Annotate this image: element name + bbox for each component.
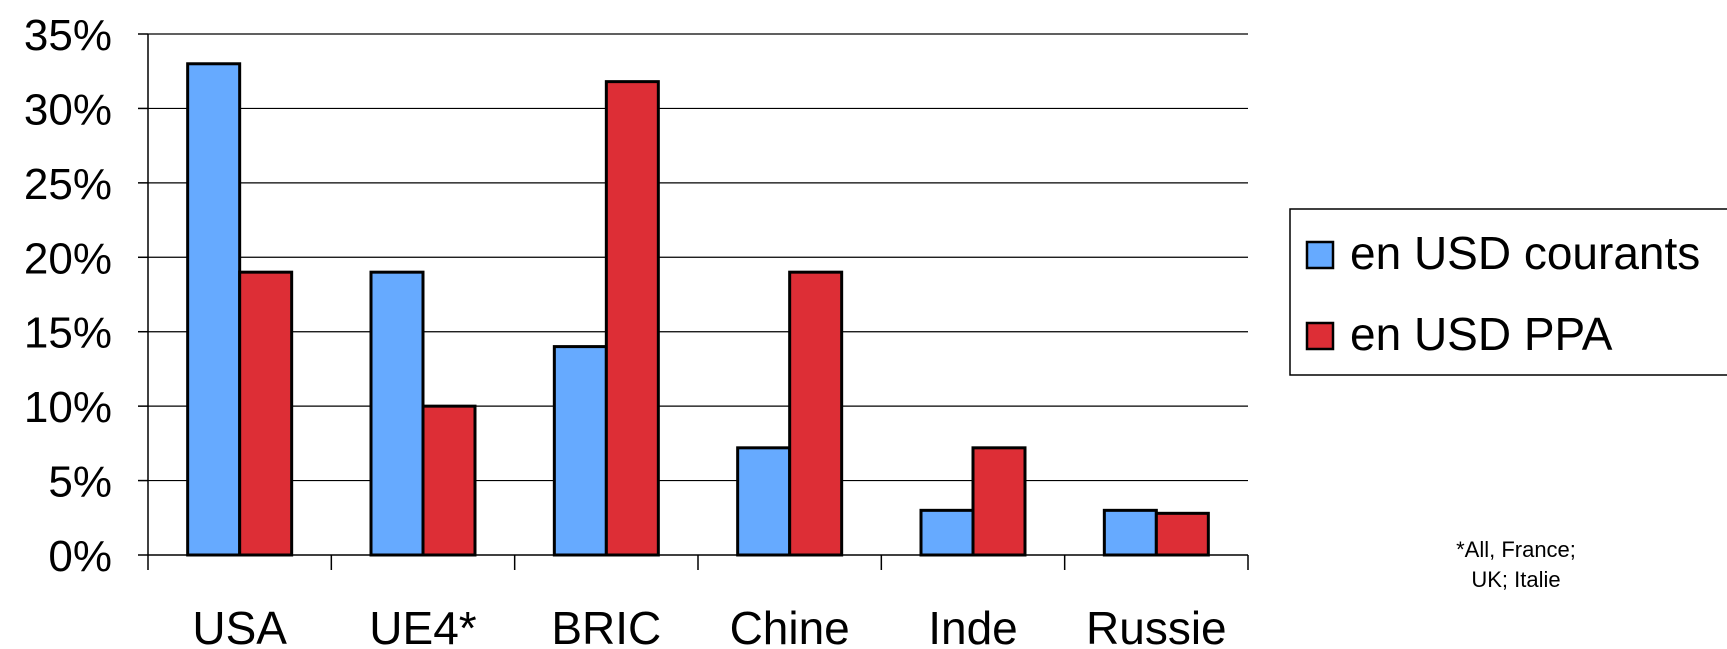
y-tick-label: 15% bbox=[24, 309, 112, 358]
y-tick-label: 30% bbox=[24, 85, 112, 134]
bar-russie-en-usd-courants bbox=[1102, 508, 1158, 557]
bar-inde-en-usd-courants bbox=[919, 508, 975, 557]
bar-chine-en-usd-ppa bbox=[788, 270, 844, 557]
gridlines bbox=[148, 33, 1248, 482]
bar-bric-en-usd-ppa bbox=[604, 80, 660, 557]
legend: en USD courants en USD PPA bbox=[1289, 208, 1727, 376]
x-category-label: Inde bbox=[928, 602, 1018, 649]
x-category-label: USA bbox=[192, 602, 287, 649]
bar-usa-en-usd-courants bbox=[186, 62, 242, 557]
x-category-label: UE4* bbox=[369, 602, 476, 649]
y-tick-label: 0% bbox=[48, 532, 112, 581]
legend-swatch-usd-courants bbox=[1305, 240, 1335, 270]
bar-russie-en-usd-ppa bbox=[1154, 511, 1210, 557]
x-category-label: Russie bbox=[1086, 602, 1227, 649]
x-category-label: BRIC bbox=[551, 602, 661, 649]
y-tick-label: 25% bbox=[24, 160, 112, 209]
bar-usa-en-usd-ppa bbox=[238, 270, 294, 557]
footnote-line-1: *All, France; bbox=[1456, 537, 1576, 562]
footnote-line-2: UK; Italie bbox=[1471, 567, 1560, 592]
axes bbox=[147, 34, 1249, 570]
y-axis-tick-labels: 0% 5% 10% 15% 20% 25% 30% 35% bbox=[24, 11, 148, 581]
bar-chine-en-usd-courants bbox=[736, 446, 792, 557]
legend-box bbox=[1289, 208, 1727, 376]
x-category-label: Chine bbox=[730, 602, 850, 649]
legend-label-usd-ppa: en USD PPA bbox=[1350, 308, 1613, 360]
bar-ue4-en-usd-courants bbox=[369, 270, 425, 557]
legend-swatch-usd-ppa bbox=[1305, 321, 1335, 351]
y-tick-label: 5% bbox=[48, 458, 112, 507]
bar-ue4-en-usd-ppa bbox=[421, 404, 477, 557]
x-axis-category-labels: USA UE4* BRIC Chine Inde Russie bbox=[192, 602, 1226, 649]
bar-bric-en-usd-courants bbox=[552, 345, 608, 557]
y-tick-label: 35% bbox=[24, 11, 112, 60]
footnote: *All, France; UK; Italie bbox=[1456, 537, 1576, 592]
bars bbox=[186, 62, 1210, 557]
y-tick-label: 20% bbox=[24, 234, 112, 283]
legend-label-usd-courants: en USD courants bbox=[1350, 227, 1700, 279]
y-tick-label: 10% bbox=[24, 383, 112, 432]
bar-inde-en-usd-ppa bbox=[971, 446, 1027, 557]
